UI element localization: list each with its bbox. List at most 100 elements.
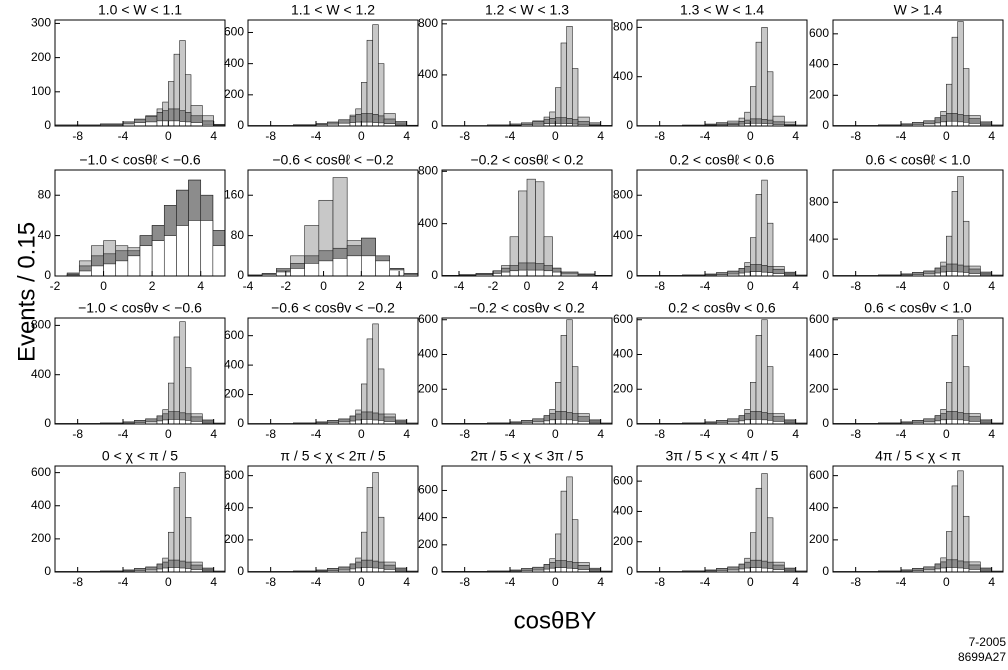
histogram-bin: [509, 270, 519, 277]
y-tick-label: 80: [231, 228, 245, 242]
panel-title: 1.1 < W < 1.2: [291, 2, 375, 18]
x-tick-label: -4: [896, 279, 907, 293]
histogram-bin: [115, 260, 129, 277]
x-tick-label: -4: [505, 129, 516, 143]
y-tick-label: 600: [809, 312, 829, 326]
y-tick-label: 200: [809, 381, 829, 395]
plot-frame: [54, 19, 226, 127]
histogram-bin: [168, 567, 175, 573]
histogram-bin: [151, 240, 165, 277]
y-tick-label: 0: [237, 564, 244, 578]
y-tick-label: 600: [809, 468, 829, 482]
y-tick-label: 600: [224, 468, 244, 482]
x-tick-label: -8: [654, 129, 665, 143]
histogram-bin: [535, 269, 545, 277]
x-tick-label: -4: [454, 279, 465, 293]
histogram-bin: [946, 120, 953, 127]
x-tick-label: -8: [459, 427, 470, 441]
histogram-bin: [755, 487, 762, 573]
panel: π / 5 < χ < 2π / 5 0 200 400 600 -8 -4 0 4: [224, 448, 419, 589]
histogram-bin: [940, 121, 947, 127]
histogram-bin: [139, 245, 153, 277]
x-tick-label: -4: [505, 575, 516, 589]
histogram-bin: [366, 419, 373, 425]
histogram-bin: [372, 323, 379, 425]
x-tick-label: 0: [358, 427, 365, 441]
panel: 0.2 < cosθv < 0.6 0 200 400 600 -8 -4 0 4: [613, 300, 808, 441]
plot-frame: [832, 465, 1004, 573]
histogram-bin: [127, 255, 141, 277]
plot-frame: [636, 19, 808, 127]
panel-title: π / 5 < χ < 2π / 5: [280, 448, 385, 464]
y-tick-label: 100: [31, 84, 51, 98]
x-tick-label: -4: [118, 427, 129, 441]
y-tick-label: 400: [809, 231, 829, 245]
y-tick-label: 400: [418, 347, 438, 361]
y-tick-label: 600: [613, 473, 633, 487]
x-tick-label: -8: [850, 427, 861, 441]
y-tick-label: 0: [626, 268, 633, 282]
figure-note: 8699A27: [958, 650, 1006, 664]
histogram-bin: [173, 419, 180, 425]
panel: 1.0 < W < 1.1 0 100 200 300 -8 -4 0 4: [31, 2, 226, 143]
histogram-bin: [103, 263, 117, 277]
histogram-bin: [755, 194, 762, 277]
x-tick-label: 4: [210, 575, 217, 589]
x-tick-label: -8: [654, 575, 665, 589]
x-tick-label: 4: [597, 129, 604, 143]
histogram-bin: [552, 271, 562, 277]
histogram-bin: [372, 24, 379, 127]
histogram-bin: [168, 419, 175, 425]
y-tick-label: 600: [613, 312, 633, 326]
y-tick-label: 200: [809, 87, 829, 101]
histogram-bin: [366, 39, 373, 127]
histogram-bin: [185, 420, 192, 425]
histogram-bin: [566, 567, 573, 573]
x-tick-label: 4: [988, 279, 995, 293]
histogram-bin: [761, 27, 768, 127]
histogram-bin: [951, 36, 958, 127]
histogram-bin: [162, 419, 169, 425]
y-tick-label: 400: [613, 69, 633, 83]
histogram-bin: [355, 419, 362, 425]
histogram-bin: [767, 568, 774, 573]
histogram-bin: [162, 567, 169, 573]
histogram-bin: [173, 336, 180, 425]
x-tick-label: 0: [100, 279, 107, 293]
histogram-bin: [755, 41, 762, 127]
histogram-bin: [946, 271, 953, 277]
y-tick-label: 200: [809, 532, 829, 546]
plot-frame: [247, 317, 419, 425]
y-tick-label: 0: [626, 564, 633, 578]
histogram-bin: [526, 269, 536, 277]
plot-frame: [636, 317, 808, 425]
histogram-bin: [566, 26, 573, 127]
panel-title: 0.6 < cosθv < 1.0: [864, 300, 972, 316]
histogram-bin: [168, 120, 175, 127]
histogram-bin: [378, 568, 385, 573]
histogram-bin: [173, 487, 180, 573]
histogram-bin: [389, 269, 405, 277]
histogram-bin: [372, 419, 379, 425]
histogram-bin: [173, 567, 180, 573]
y-tick-label: 40: [38, 228, 52, 242]
y-tick-label: 800: [809, 194, 829, 208]
panel-title: −0.2 < cosθv < 0.2: [469, 300, 585, 316]
y-tick-label: 800: [613, 187, 633, 201]
y-tick-label: 600: [224, 328, 244, 342]
histogram-bin: [755, 567, 762, 573]
panel-title: 1.3 < W < 1.4: [680, 2, 764, 18]
panel: −0.2 < cosθv < 0.2 0 200 400 600 -8 -4 0 4: [418, 300, 613, 441]
x-tick-label: -8: [850, 129, 861, 143]
x-tick-label: -4: [118, 129, 129, 143]
x-tick-label: 4: [396, 279, 403, 293]
histogram-bin: [361, 567, 368, 573]
y-tick-label: 0: [822, 118, 829, 132]
panel: 1.1 < W < 1.2 0 200 400 600 -8 -4 0 4: [224, 2, 419, 143]
histogram-bin: [946, 567, 953, 573]
y-tick-label: 0: [237, 268, 244, 282]
y-tick-label: 400: [31, 367, 51, 381]
x-tick-label: 4: [592, 279, 599, 293]
histogram-bin: [543, 270, 553, 277]
